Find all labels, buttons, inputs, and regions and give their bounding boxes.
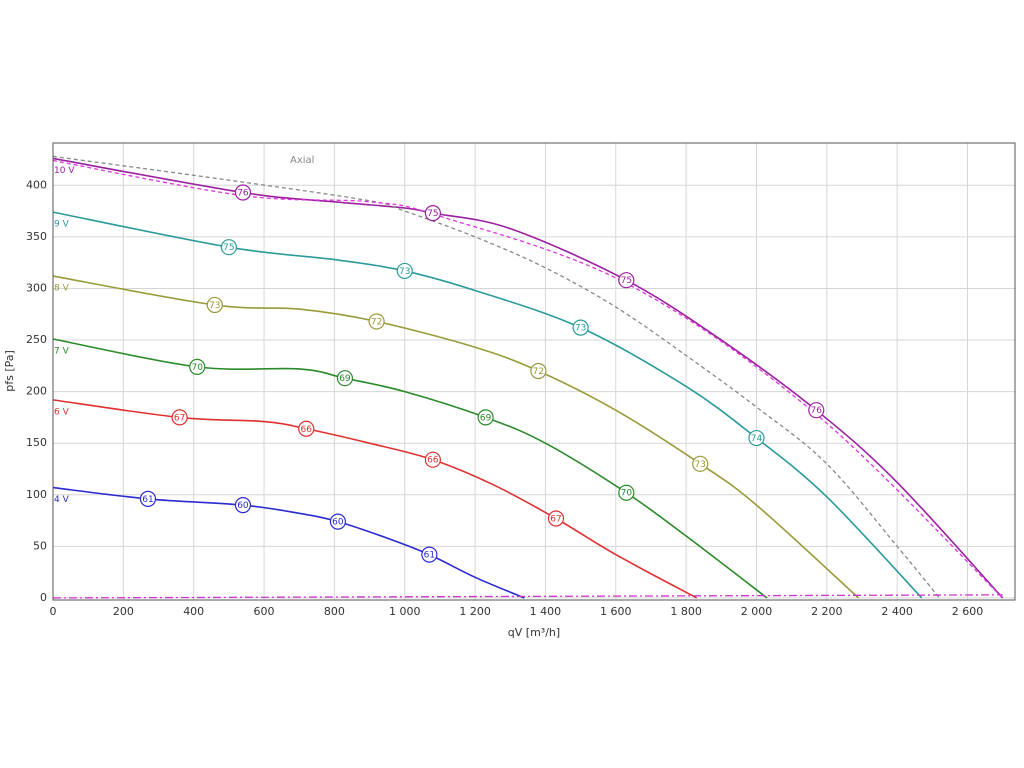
y-tick-label: 400 <box>26 178 47 191</box>
level-marker <box>234 184 252 201</box>
y-tick-label: 200 <box>26 385 47 398</box>
level-label: 70 <box>191 363 203 373</box>
series-label: 10 V <box>54 166 75 176</box>
level-marker <box>139 490 157 508</box>
level-marker <box>421 546 438 563</box>
level-marker <box>206 296 223 314</box>
y-tick-label: 350 <box>26 230 47 243</box>
level-label: 76 <box>811 406 823 416</box>
x-tick-label: 1 400 <box>530 605 562 618</box>
level-label: 67 <box>550 515 561 525</box>
level-label: 66 <box>427 456 439 466</box>
level-label: 70 <box>621 489 633 499</box>
fan-curve <box>52 338 768 599</box>
series-label: 7 V <box>54 347 70 357</box>
level-label: 66 <box>301 425 313 435</box>
level-marker <box>530 362 547 380</box>
x-tick-label: 600 <box>254 605 275 618</box>
level-marker <box>189 358 206 375</box>
level-marker <box>171 409 188 426</box>
level-marker <box>368 313 385 330</box>
annotation: Axial <box>290 155 314 166</box>
x-tick-label: 400 <box>183 605 204 618</box>
fan-curve <box>52 594 1003 599</box>
level-label: 69 <box>339 374 351 384</box>
x-tick-label: 2 000 <box>741 605 773 618</box>
x-tick-label: 1 200 <box>459 605 491 618</box>
y-tick-label: 50 <box>33 539 47 552</box>
level-marker <box>329 513 347 530</box>
level-label: 61 <box>424 551 435 561</box>
series-label: 8 V <box>54 284 70 294</box>
level-marker <box>618 484 635 501</box>
level-marker <box>424 205 441 222</box>
x-tick-label: 2 200 <box>811 605 843 618</box>
level-marker <box>572 319 589 336</box>
x-tick-label: 1 600 <box>600 605 632 618</box>
x-tick-label: 0 <box>50 605 57 618</box>
x-tick-label: 1 000 <box>389 605 421 618</box>
level-marker <box>547 510 565 527</box>
fan-curve <box>52 159 1004 599</box>
level-label: 69 <box>480 413 492 423</box>
level-marker <box>298 420 315 437</box>
x-tick-label: 200 <box>113 605 134 618</box>
level-marker <box>618 272 635 289</box>
level-label: 75 <box>427 209 438 219</box>
level-label: 67 <box>174 413 185 423</box>
x-tick-label: 1 800 <box>670 605 702 618</box>
y-tick-label: 0 <box>40 591 47 604</box>
level-label: 75 <box>621 276 632 286</box>
level-label: 61 <box>142 495 153 505</box>
series-label: 9 V <box>54 220 70 230</box>
fan-curve <box>52 211 923 599</box>
y-tick-label: 300 <box>26 281 47 294</box>
level-label: 60 <box>332 518 344 528</box>
x-tick-label: 800 <box>324 605 345 618</box>
level-label: 73 <box>399 267 410 277</box>
y-tick-label: 250 <box>26 333 47 346</box>
plot-frame <box>52 142 1016 601</box>
level-label: 74 <box>751 434 763 444</box>
level-label: 76 <box>237 189 249 199</box>
level-label: 75 <box>223 243 234 253</box>
level-marker <box>692 455 709 472</box>
x-tick-label: 2 600 <box>952 605 984 618</box>
level-marker <box>234 496 252 514</box>
fan-curve <box>52 399 698 599</box>
fan-curve <box>52 157 1004 599</box>
x-tick-label: 2 400 <box>881 605 913 618</box>
x-axis-label: qV [m³/h] <box>508 626 560 639</box>
level-marker <box>424 451 441 468</box>
fan-curve <box>52 275 860 599</box>
level-marker <box>748 429 765 447</box>
y-axis-label: pfs [Pa] <box>3 350 16 392</box>
y-tick-label: 150 <box>26 436 47 449</box>
level-label: 73 <box>694 460 705 470</box>
level-label: 72 <box>371 317 382 327</box>
level-label: 73 <box>575 324 586 334</box>
level-marker <box>220 239 237 256</box>
level-marker <box>477 409 494 426</box>
level-marker <box>808 402 825 419</box>
series-label: 6 V <box>54 407 70 417</box>
level-marker <box>396 262 413 280</box>
level-label: 72 <box>533 367 544 377</box>
series-label: 4 V <box>54 495 70 505</box>
y-tick-label: 100 <box>26 488 47 501</box>
level-label: 60 <box>237 501 249 511</box>
level-label: 73 <box>209 301 220 311</box>
level-marker <box>336 370 354 387</box>
fan-curve <box>52 155 940 599</box>
